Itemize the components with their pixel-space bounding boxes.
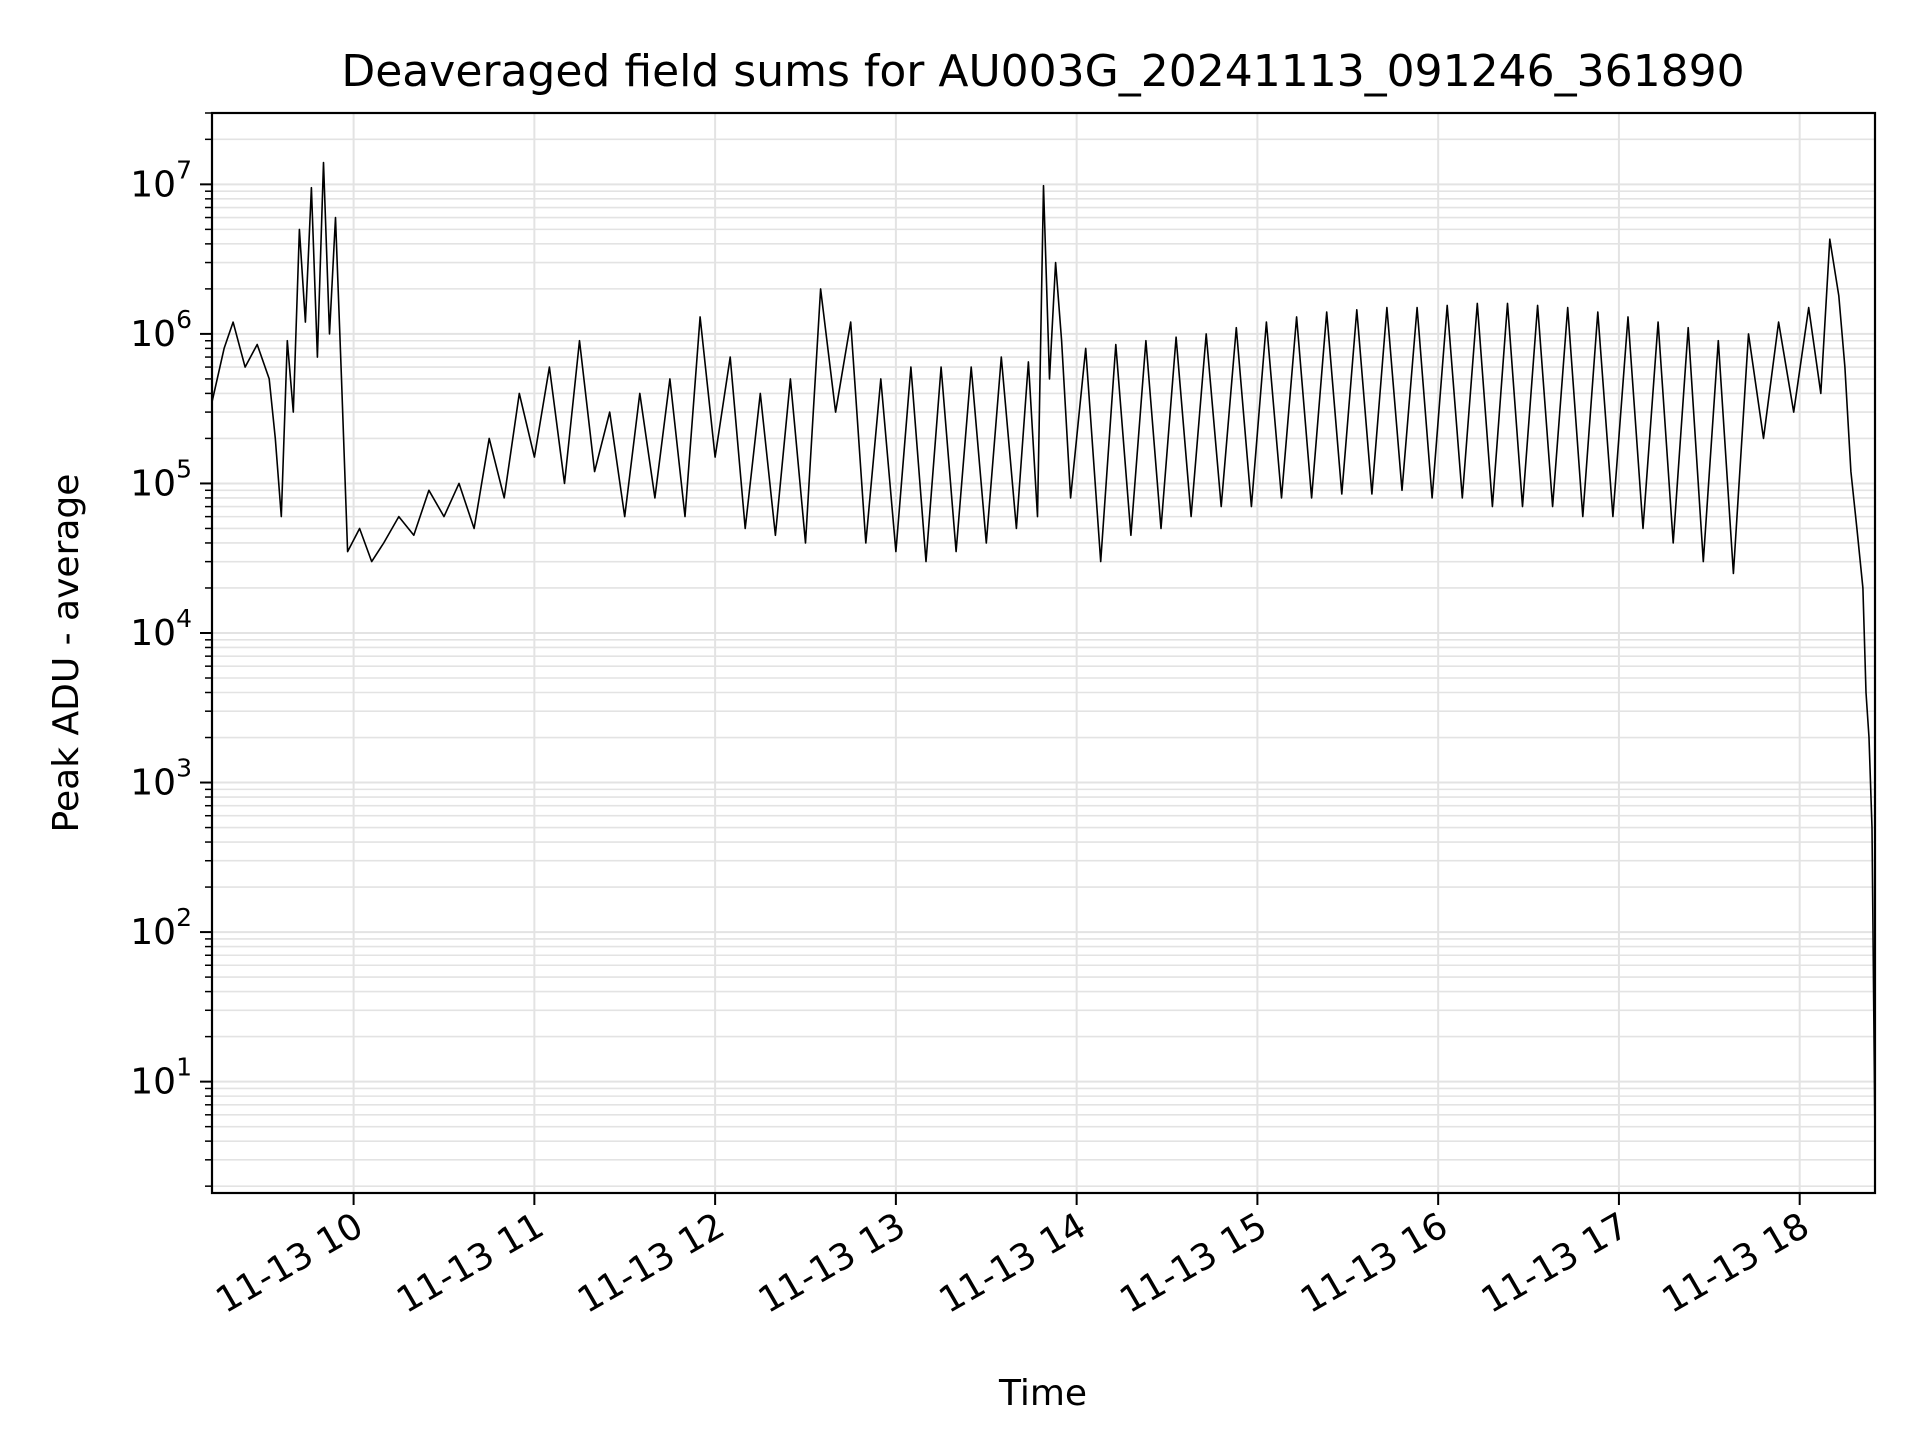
y-tick-exponent: 3 xyxy=(176,754,192,783)
chart-title: Deaveraged field sums for AU003G_2024111… xyxy=(341,46,1744,97)
y-tick-base: 10 xyxy=(130,463,176,504)
y-tick-label: 107 xyxy=(130,155,192,205)
y-tick-label: 105 xyxy=(130,454,192,504)
y-tick-base: 10 xyxy=(130,314,176,355)
y-tick-exponent: 4 xyxy=(176,604,192,633)
grid-layer xyxy=(212,112,1875,1193)
y-tick-exponent: 1 xyxy=(176,1053,192,1082)
y-tick-exponent: 6 xyxy=(176,305,192,334)
y-tick-base: 10 xyxy=(130,1062,176,1103)
y-tick-base: 10 xyxy=(130,164,176,205)
y-tick-label: 103 xyxy=(130,754,192,804)
y-tick-base: 10 xyxy=(130,763,176,804)
y-tick-exponent: 2 xyxy=(176,903,192,932)
x-axis-label: Time xyxy=(998,1373,1087,1414)
y-tick-base: 10 xyxy=(130,613,176,654)
y-tick-label: 101 xyxy=(130,1053,192,1103)
y-tick-label: 102 xyxy=(130,903,192,953)
y-tick-label: 104 xyxy=(130,604,192,654)
series-layer xyxy=(211,161,1876,1142)
y-tick-base: 10 xyxy=(130,912,176,953)
series-line xyxy=(211,161,1876,1142)
plot-frame xyxy=(210,111,1877,1195)
y-tick-exponent: 7 xyxy=(176,155,192,184)
y-axis-label: Peak ADU - average xyxy=(46,474,87,833)
y-tick-exponent: 5 xyxy=(176,454,192,483)
y-tick-label: 106 xyxy=(130,305,192,355)
